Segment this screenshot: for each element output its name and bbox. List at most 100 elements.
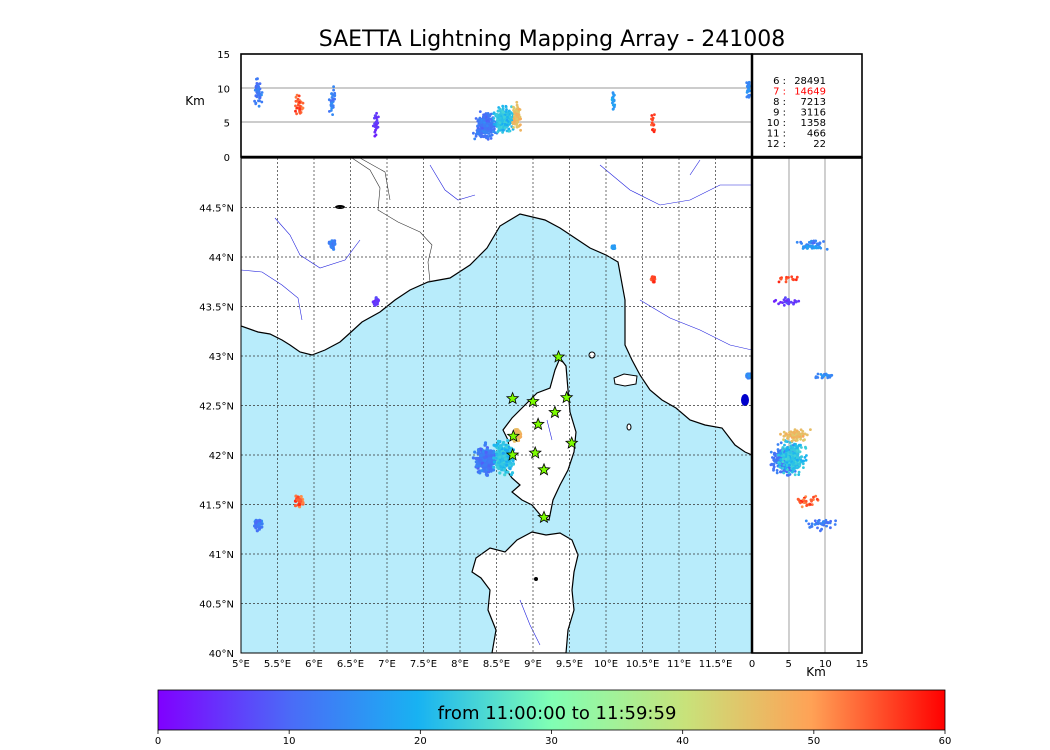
side-lightning-point (779, 432, 782, 436)
count-value: 22 (813, 139, 826, 150)
map-lightning-point (511, 462, 515, 466)
side-lightning-point (802, 466, 805, 469)
top-lightning-point (254, 94, 258, 98)
top-lightning-point (505, 108, 508, 111)
top-lightning-point (496, 124, 500, 127)
side-lightning-point (782, 303, 786, 307)
side-lightning-point (804, 445, 807, 449)
side-lightning-point (816, 526, 819, 530)
top-lightning-point (519, 123, 522, 127)
count-key: 7 : (773, 87, 786, 98)
top-lightning-point (260, 100, 264, 104)
top-lightning-point (511, 122, 515, 126)
top-lightning-point (512, 126, 515, 129)
colorbar-tick-label: 30 (545, 736, 558, 747)
side-lightning-point (816, 372, 820, 376)
top-lightning-point (492, 111, 496, 115)
side-lightning-point (773, 459, 777, 463)
top-lightning-point (295, 93, 299, 97)
top-lightning-point (482, 124, 486, 128)
side-lightning-point (820, 522, 824, 526)
side-lightning-point (816, 246, 820, 250)
side-lightning-point (799, 501, 802, 505)
map-lightning-point (484, 450, 488, 454)
map-lightning-point (482, 466, 486, 470)
top-lightning-point (332, 85, 335, 88)
lon-tick-label: 6.5°E (337, 659, 364, 670)
top-lightning-point (515, 100, 519, 104)
top-lightning-point (257, 89, 260, 93)
top-lightning-point (258, 96, 262, 100)
top-lightning-point (258, 82, 262, 85)
map-lightning-point (489, 467, 493, 471)
top-lightning-point (327, 98, 331, 102)
side-lightning-point (810, 522, 814, 526)
top-lightning-point (501, 107, 505, 111)
top-lightning-point (260, 91, 264, 94)
top-lightning-point (477, 128, 480, 132)
map-lightning-point (504, 445, 508, 449)
map-lightning-point (479, 458, 483, 462)
colorbar-tick-label: 60 (939, 736, 952, 747)
map-panel: 5°E 5.5°E 6°E 6.5°E 7°E 7.5°E 8°E 8.5°E 9°E 9.5°E… (199, 157, 753, 670)
side-lightning-point (801, 435, 805, 438)
side-lightning-point (795, 446, 798, 450)
top-lightning-point (507, 109, 511, 113)
top-lightning-point (613, 103, 617, 107)
top-lightning-point (479, 132, 483, 136)
side-lightning-point (829, 526, 832, 530)
top-lightning-point (474, 132, 478, 136)
capraia-island (588, 351, 596, 359)
side-lightning-point (790, 439, 794, 443)
top-panel-bg (241, 54, 752, 157)
top-lightning-point (330, 96, 334, 99)
top-lightning-point (653, 113, 656, 116)
top-lightning-point (498, 107, 502, 111)
side-lightning-point (826, 376, 830, 380)
side-lightning-point (790, 275, 794, 279)
top-lightning-point (476, 124, 480, 128)
latitude-ticks: 40°N 40.5°N 41°N 41.5°N 42°N 42.5°N 43°N 43.5°N… (199, 204, 234, 661)
side-lightning-point (775, 469, 779, 472)
river (519, 599, 541, 646)
top-lightning-points (253, 77, 752, 141)
top-lightning-point (515, 110, 519, 113)
top-lightning-point (650, 121, 654, 125)
top-lightning-point (257, 99, 260, 103)
side-lightning-point (788, 463, 791, 467)
top-lightning-point (377, 115, 380, 119)
colorbar-gradient (157, 689, 946, 731)
side-lightning-point (795, 240, 799, 244)
map-lightning-point (485, 447, 489, 452)
top-lightning-point (373, 114, 377, 117)
top-lightning-point (492, 117, 496, 120)
map-lightning-point (611, 246, 615, 251)
side-lightning-point (779, 441, 783, 445)
map-lightning-point (492, 465, 496, 469)
map-lightning-point (483, 441, 488, 445)
side-lightning-point (773, 451, 776, 455)
top-lightning-point (329, 109, 333, 112)
map-lightning-point (492, 456, 496, 460)
side-lightning-point (815, 497, 819, 501)
side-lightning-point (791, 433, 795, 437)
top-lightning-point (515, 125, 519, 129)
station-star-icon (531, 417, 545, 431)
side-lightning-point (801, 247, 805, 250)
side-lightning-point (785, 470, 789, 474)
top-lightning-point (505, 118, 509, 122)
top-lightning-point (486, 124, 489, 127)
side-lightning-point (781, 466, 784, 470)
side-lightning-point (779, 470, 782, 474)
side-lightning-point (807, 522, 811, 526)
top-lightning-point (519, 128, 522, 132)
side-lightning-point (778, 465, 782, 469)
top-ytick-label: 10 (217, 84, 230, 95)
side-lightning-point (805, 433, 809, 437)
side-lightning-point (804, 519, 808, 523)
side-lightning-point (772, 465, 776, 469)
side-lightning-point (810, 498, 814, 502)
top-ytick-label: 0 (224, 153, 230, 164)
side-lightning-point (803, 456, 807, 459)
top-lightning-point (484, 134, 488, 138)
